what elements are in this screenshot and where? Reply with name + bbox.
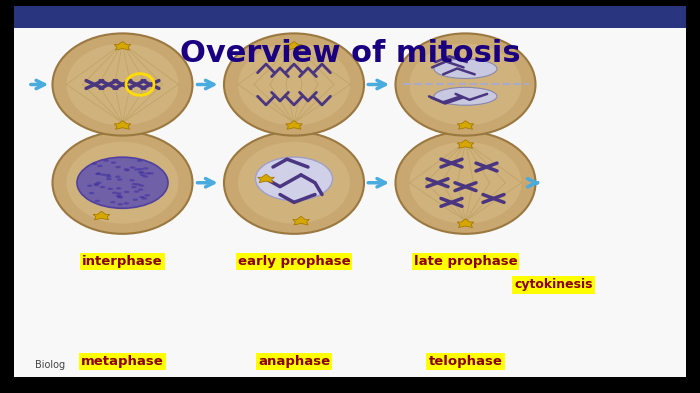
Text: Biolog: Biolog <box>35 360 65 371</box>
Ellipse shape <box>124 168 130 171</box>
Ellipse shape <box>96 182 101 184</box>
Ellipse shape <box>148 172 154 174</box>
Ellipse shape <box>117 196 122 198</box>
Ellipse shape <box>116 187 122 189</box>
Ellipse shape <box>143 167 148 169</box>
Ellipse shape <box>129 179 134 182</box>
Text: interphase: interphase <box>82 255 163 268</box>
Ellipse shape <box>139 184 144 187</box>
Ellipse shape <box>410 44 522 125</box>
Ellipse shape <box>94 184 99 186</box>
Ellipse shape <box>89 192 95 194</box>
Ellipse shape <box>130 166 135 169</box>
Ellipse shape <box>224 132 364 234</box>
Ellipse shape <box>117 178 122 181</box>
Ellipse shape <box>94 183 99 185</box>
Text: metaphase: metaphase <box>81 355 164 368</box>
Ellipse shape <box>87 185 92 187</box>
Ellipse shape <box>95 173 101 175</box>
Ellipse shape <box>395 132 536 234</box>
Ellipse shape <box>116 166 121 168</box>
Ellipse shape <box>52 132 192 234</box>
FancyBboxPatch shape <box>14 6 686 28</box>
Ellipse shape <box>131 186 136 188</box>
Ellipse shape <box>66 44 178 125</box>
Ellipse shape <box>118 203 123 206</box>
Ellipse shape <box>138 171 144 174</box>
Ellipse shape <box>395 33 536 136</box>
Ellipse shape <box>77 157 168 208</box>
Ellipse shape <box>134 168 140 171</box>
Polygon shape <box>114 121 131 129</box>
Ellipse shape <box>95 172 101 174</box>
Ellipse shape <box>139 171 145 174</box>
Ellipse shape <box>106 178 112 180</box>
Text: Overview of mitosis: Overview of mitosis <box>180 39 520 68</box>
Ellipse shape <box>224 33 364 136</box>
Text: early prophase: early prophase <box>238 255 350 268</box>
Text: late prophase: late prophase <box>414 255 517 268</box>
Text: telophase: telophase <box>428 355 503 368</box>
Ellipse shape <box>144 194 150 196</box>
Polygon shape <box>457 140 474 148</box>
Polygon shape <box>286 121 302 129</box>
Ellipse shape <box>140 174 146 176</box>
Ellipse shape <box>256 157 332 200</box>
FancyBboxPatch shape <box>14 12 686 377</box>
Ellipse shape <box>99 186 105 188</box>
Ellipse shape <box>238 142 350 224</box>
Ellipse shape <box>139 196 145 198</box>
Ellipse shape <box>105 174 111 176</box>
Ellipse shape <box>123 202 129 204</box>
Ellipse shape <box>94 200 100 202</box>
Ellipse shape <box>238 44 350 125</box>
Polygon shape <box>93 211 110 220</box>
Ellipse shape <box>66 142 178 224</box>
Ellipse shape <box>116 195 121 197</box>
Ellipse shape <box>97 165 103 167</box>
Ellipse shape <box>52 33 192 136</box>
Ellipse shape <box>92 163 97 165</box>
Polygon shape <box>114 41 131 50</box>
Ellipse shape <box>112 191 118 194</box>
Ellipse shape <box>434 87 497 105</box>
Polygon shape <box>258 174 274 183</box>
Ellipse shape <box>110 201 116 203</box>
Ellipse shape <box>136 160 142 162</box>
Ellipse shape <box>138 168 144 171</box>
Polygon shape <box>457 121 474 129</box>
Ellipse shape <box>410 142 522 224</box>
Ellipse shape <box>134 191 139 193</box>
Ellipse shape <box>141 197 147 200</box>
Ellipse shape <box>106 175 111 178</box>
Ellipse shape <box>111 162 116 164</box>
Ellipse shape <box>115 176 120 178</box>
Ellipse shape <box>132 183 137 185</box>
Ellipse shape <box>143 175 148 178</box>
Ellipse shape <box>118 196 123 198</box>
Ellipse shape <box>124 191 130 193</box>
Ellipse shape <box>132 198 138 201</box>
Ellipse shape <box>108 188 113 190</box>
Ellipse shape <box>101 174 106 176</box>
Text: cytokinesis: cytokinesis <box>514 278 593 292</box>
Ellipse shape <box>434 59 497 79</box>
Polygon shape <box>286 41 302 50</box>
Polygon shape <box>457 219 474 228</box>
Ellipse shape <box>135 184 141 186</box>
Polygon shape <box>293 216 309 225</box>
Ellipse shape <box>125 169 130 171</box>
Text: anaphase: anaphase <box>258 355 330 368</box>
Ellipse shape <box>145 172 150 174</box>
Ellipse shape <box>138 188 144 191</box>
Ellipse shape <box>116 192 122 195</box>
Ellipse shape <box>104 160 109 162</box>
